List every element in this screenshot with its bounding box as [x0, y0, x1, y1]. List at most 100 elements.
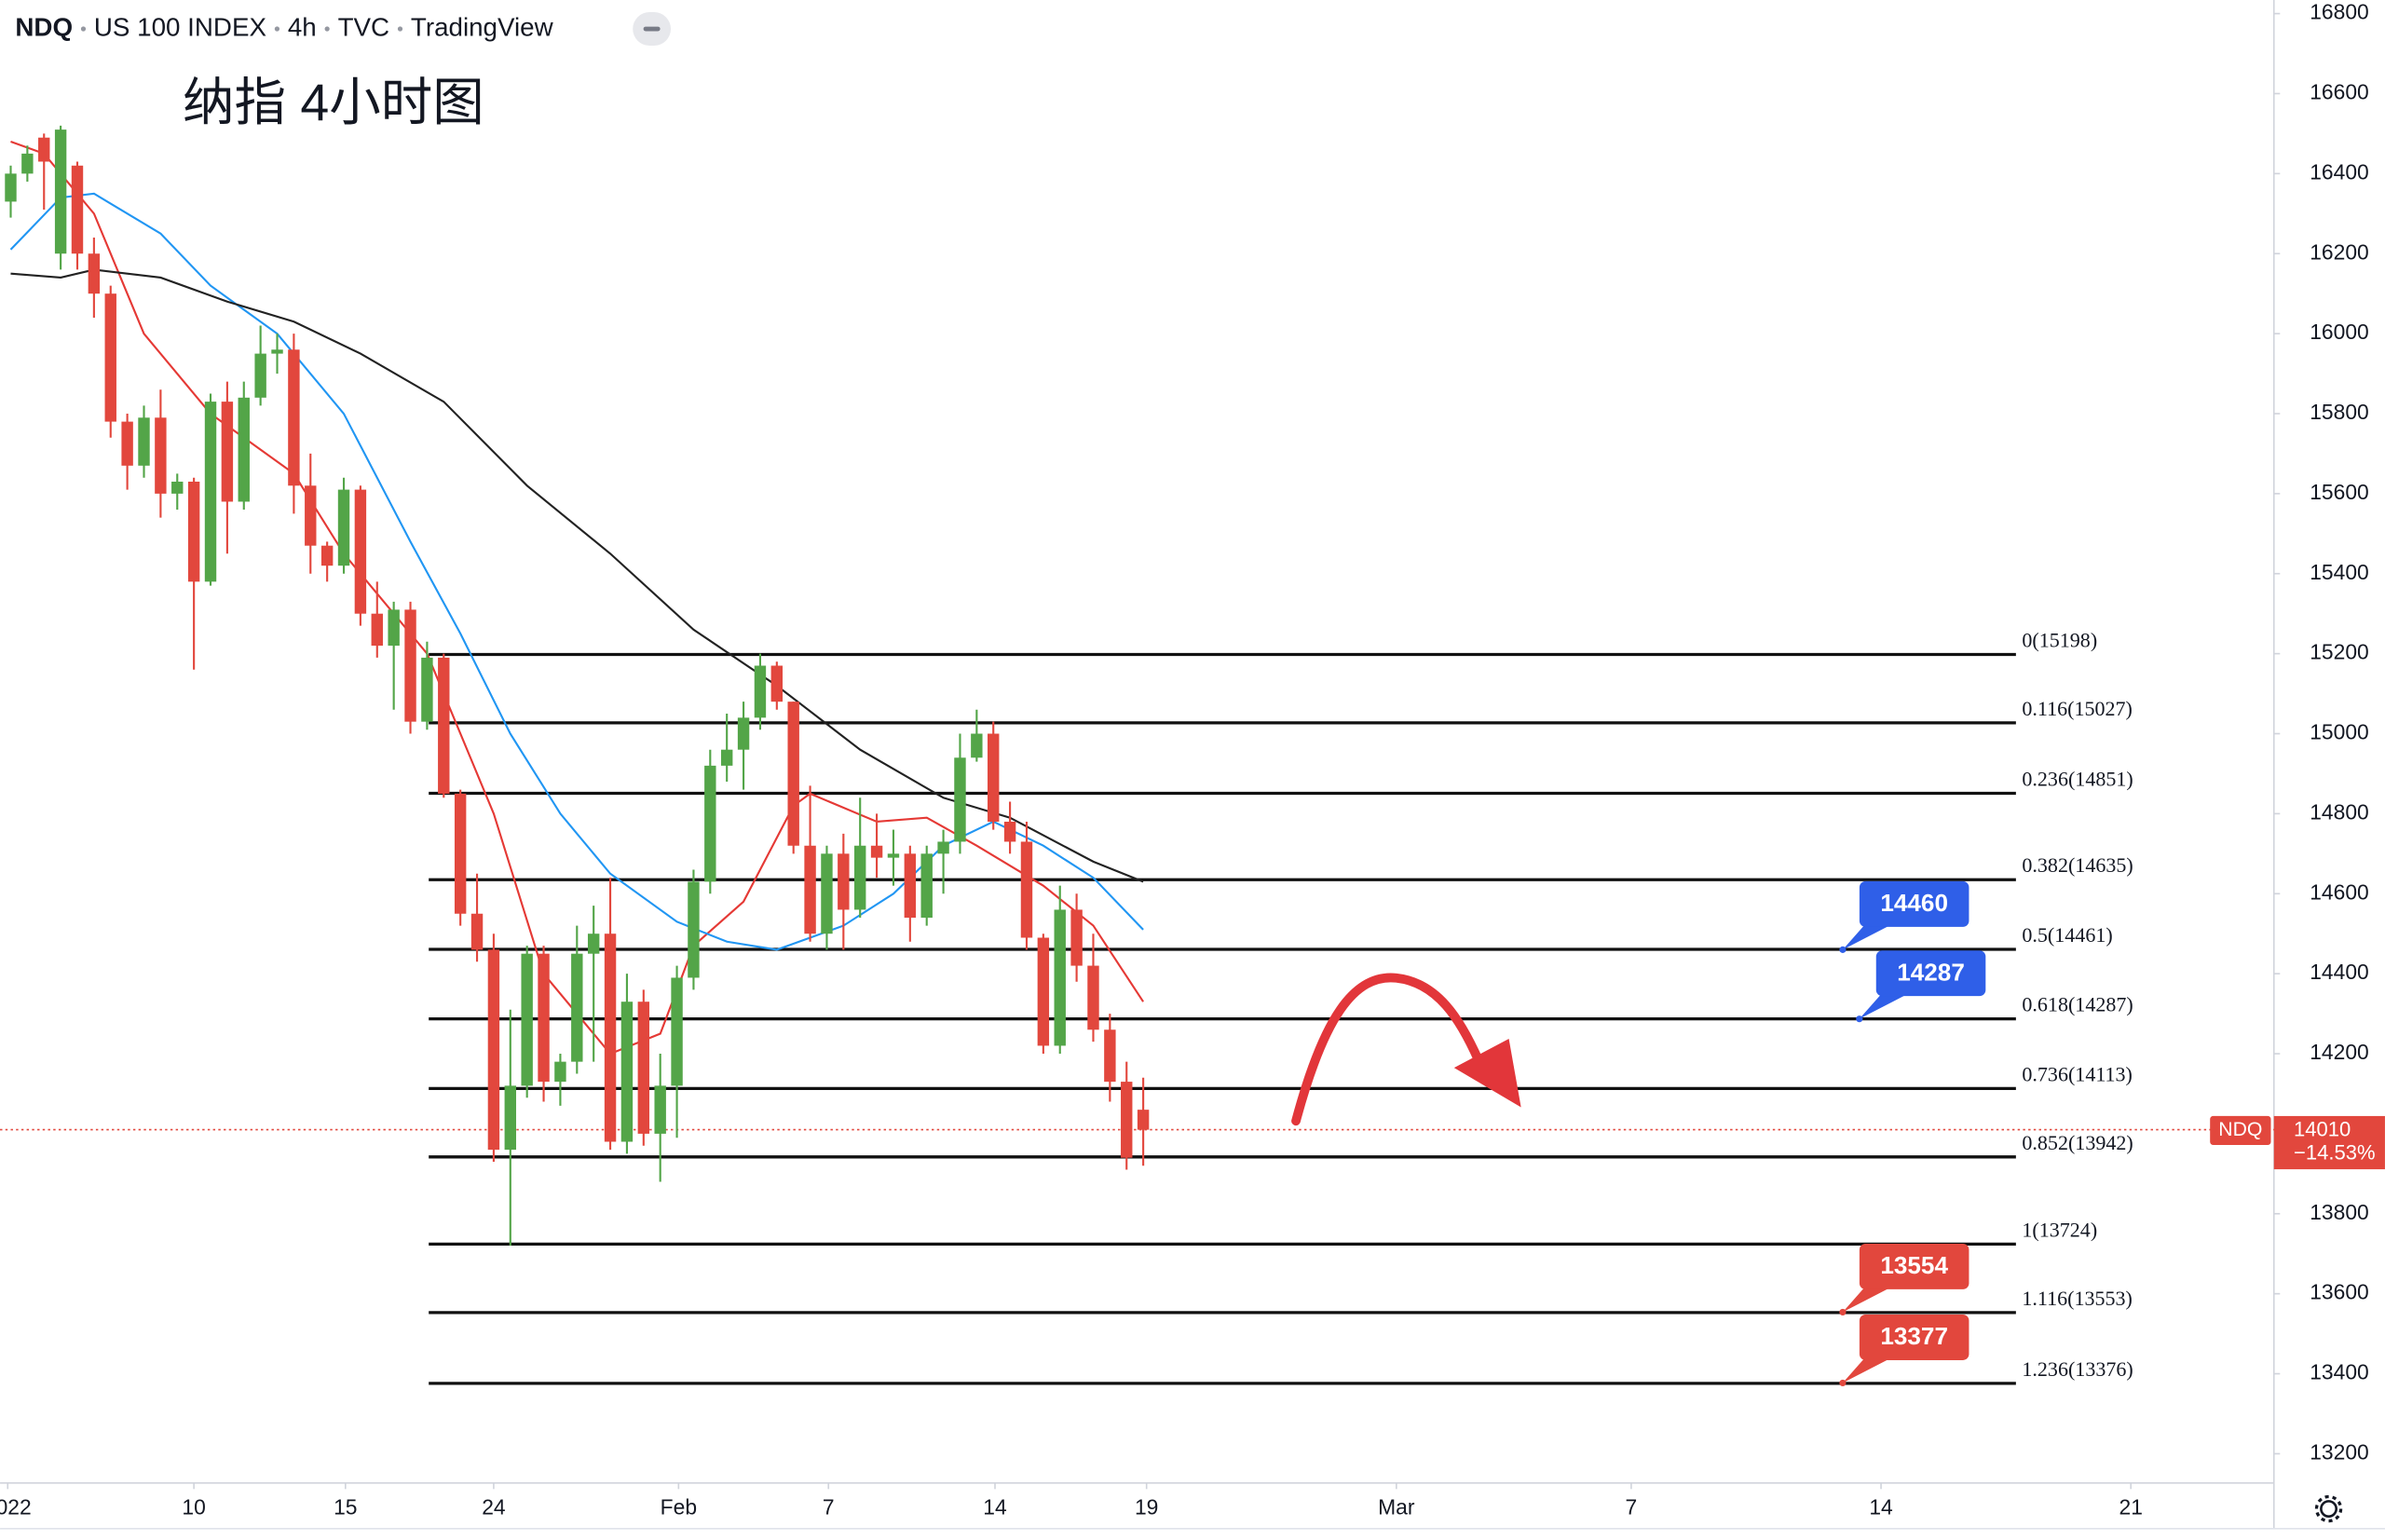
callout-box: [1875, 950, 1986, 997]
fib-label: 0.5(14461): [2022, 923, 2112, 947]
candle-body: [354, 489, 367, 614]
moving-average: [10, 140, 1144, 1056]
callout-pointer: [1842, 1286, 1893, 1313]
candle-body: [337, 489, 350, 566]
x-tick-label: Feb: [661, 1495, 697, 1520]
y-tick-label: 15400: [2310, 560, 2369, 584]
candle-body: [538, 953, 550, 1083]
fib-label: 0.618(14287): [2022, 993, 2133, 1016]
candle-body: [388, 609, 400, 647]
y-tick-label: 14600: [2310, 879, 2369, 904]
candle-body: [688, 881, 700, 978]
callout-anchor: [1839, 946, 1847, 953]
candle-body: [720, 749, 733, 766]
candle-body: [937, 841, 949, 854]
candle-body: [571, 953, 583, 1062]
candle-body: [138, 417, 150, 466]
x-tick-label: 14: [983, 1495, 1007, 1520]
fib-label: 1.116(13553): [2022, 1287, 2133, 1310]
y-tick-label: 16800: [2310, 0, 2369, 24]
callout-pointer: [1842, 1356, 1893, 1383]
candle-body: [1037, 937, 1050, 1046]
candle-body: [371, 613, 383, 647]
candle-body: [404, 609, 416, 722]
y-tick-label: 13400: [2310, 1360, 2369, 1384]
candle-body: [1137, 1110, 1150, 1130]
y-tick-label: 16400: [2310, 159, 2369, 184]
candle-body: [155, 417, 167, 494]
candle-body: [171, 481, 184, 494]
separator-dot: [80, 26, 87, 32]
x-tick-label: 19: [1135, 1495, 1158, 1520]
settings-button[interactable]: [2314, 1494, 2343, 1523]
candle-body: [854, 845, 866, 910]
separator-dot: [274, 26, 280, 32]
separator-dot: [324, 26, 330, 32]
y-tick-label: 15200: [2310, 640, 2369, 664]
candle-body: [754, 665, 767, 718]
callout-label: 14287: [1897, 958, 1965, 986]
candle-body: [838, 853, 850, 910]
candle-body: [88, 253, 101, 294]
price-tag: 14010: [2294, 1117, 2351, 1140]
candle-body: [454, 793, 467, 914]
y-tick-label: 16600: [2310, 80, 2369, 104]
candle-body: [470, 913, 484, 950]
candle-body: [737, 717, 750, 750]
candle-body: [221, 402, 234, 502]
fib-label: 0.236(14851): [2022, 767, 2133, 790]
candle-body: [305, 485, 317, 546]
separator-dot: [397, 26, 403, 32]
chart-title: 纳指 4小时图: [183, 74, 484, 131]
candle-body: [620, 1002, 634, 1142]
callout-anchor: [1856, 1015, 1863, 1023]
y-tick-label: 14200: [2310, 1040, 2369, 1064]
x-tick-label: 14: [1869, 1495, 1893, 1520]
candle-body: [804, 845, 816, 934]
y-tick-label: 13800: [2310, 1200, 2369, 1224]
candle-body: [971, 733, 983, 758]
fib-label: 1.236(13376): [2022, 1357, 2133, 1381]
candle-body: [1070, 909, 1083, 966]
callout-label: 13554: [1880, 1251, 1948, 1279]
candle-body: [821, 853, 833, 934]
candle-body: [521, 953, 533, 1086]
price-tag-bg: [2273, 1115, 2385, 1170]
callout-label: 14460: [1880, 889, 1948, 917]
header-item: TVC: [338, 12, 389, 41]
candle-body: [870, 845, 883, 858]
symbol: NDQ: [15, 12, 73, 41]
callout-pointer: [1842, 923, 1893, 950]
y-tick-label: 14800: [2310, 799, 2369, 824]
candle-body: [38, 137, 50, 162]
candle-body: [187, 481, 200, 582]
x-tick-label: 2022: [0, 1495, 32, 1520]
fib-label: 0.382(14635): [2022, 853, 2133, 877]
candle-body: [421, 657, 433, 722]
price-change: −14.53%: [2294, 1141, 2376, 1165]
candle-body: [637, 1002, 650, 1134]
fib-label: 0.852(13942): [2022, 1131, 2133, 1154]
callout-anchor: [1839, 1379, 1847, 1387]
callout-label: 13377: [1880, 1322, 1948, 1350]
candle-body: [604, 934, 617, 1142]
candle-body: [887, 853, 900, 858]
candle-body: [1121, 1082, 1133, 1158]
y-tick-label: 13600: [2310, 1280, 2369, 1304]
y-tick-label: 15000: [2310, 720, 2369, 744]
collapse-icon: [643, 26, 661, 32]
callout-box: [1859, 1314, 1969, 1360]
candle-body: [1087, 965, 1099, 1030]
x-tick-label: 7: [1626, 1495, 1638, 1520]
x-tick-label: Mar: [1378, 1495, 1415, 1520]
gear-teeth: [2314, 1494, 2343, 1523]
y-tick-label: 16200: [2310, 239, 2369, 264]
candle-body: [704, 765, 716, 882]
candle-body: [671, 977, 683, 1086]
y-tick-label: 16000: [2310, 320, 2369, 344]
candle-body: [204, 402, 217, 582]
moving-average: [9, 192, 1144, 951]
header-item: 4h: [288, 12, 317, 41]
candle-body: [988, 733, 1000, 822]
